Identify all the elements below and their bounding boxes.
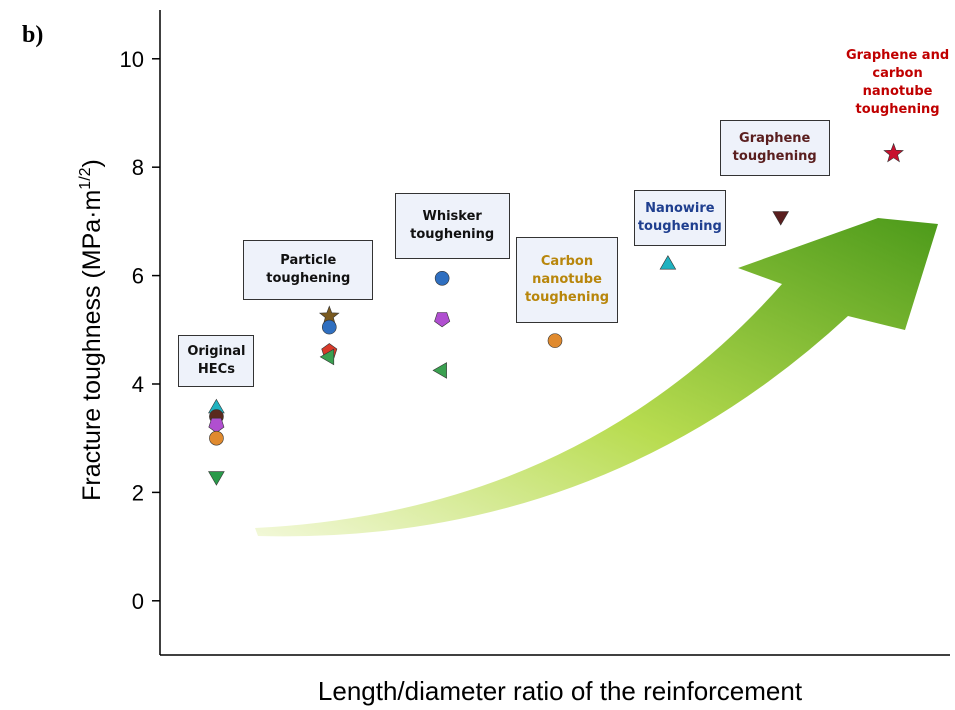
y-tick-label: 8 [132,155,144,180]
category-label: Carbon nanotube toughening [516,237,618,323]
data-point [322,320,336,334]
y-tick-label: 4 [132,372,144,397]
data-point [548,334,562,348]
y-tick-label: 10 [120,47,144,72]
annotation-box: Carbon nanotube toughening [516,237,618,323]
category-label: Whisker toughening [395,193,510,259]
category-label: Nanowire toughening [634,190,726,246]
chart: b) Fracture toughness (MPa·m1/2) Length/… [0,0,955,710]
data-point [209,431,223,445]
data-point [435,313,450,327]
y-label-end: ) [78,159,106,167]
category-label: Particle toughening [243,240,373,300]
y-label-main: Fracture toughness (MPa·m [78,190,106,501]
x-axis-label: Length/diameter ratio of the reinforceme… [318,676,803,706]
y-label-sup: 1/2 [77,167,94,189]
data-point [660,256,676,270]
y-tick-label: 6 [132,264,144,289]
annotation-box: Nanowire toughening [634,190,726,246]
annotation-box: Original HECs [178,335,254,387]
data-point [209,418,224,432]
data-point [884,144,903,162]
annotation-box: Particle toughening [243,240,373,300]
data-point [209,472,225,486]
annotation-box: Graphene and carbon nanotube toughening [844,33,952,133]
category-label: Graphene toughening [720,120,830,176]
data-point [435,271,449,285]
y-tick-label: 0 [132,589,144,614]
data-point [433,363,447,379]
annotation-box: Graphene toughening [720,120,830,176]
category-label: Original HECs [178,335,254,387]
y-tick-label: 2 [132,480,144,505]
data-point [773,212,789,226]
y-axis-label: Fracture toughness (MPa·m1/2) [77,159,106,501]
annotation-box: Whisker toughening [395,193,510,259]
category-label: Graphene and carbon nanotube toughening [844,33,952,133]
panel-label: b) [22,22,43,48]
